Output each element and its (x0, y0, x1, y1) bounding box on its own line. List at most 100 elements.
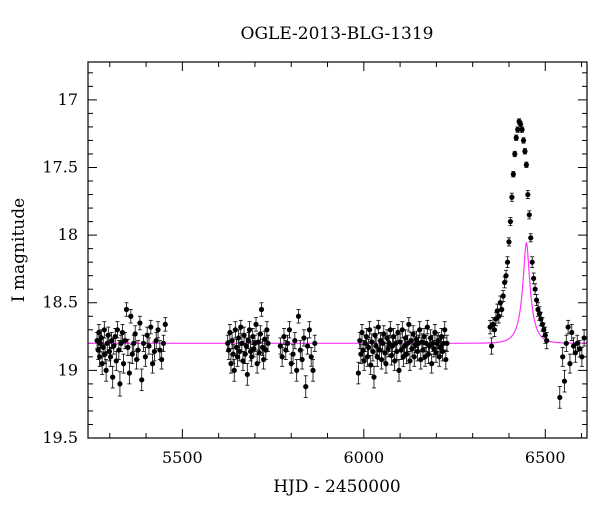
data-point (290, 344, 296, 365)
point-marker (384, 335, 390, 341)
point-marker (437, 344, 443, 350)
plot-frame (87, 61, 588, 439)
point-marker (99, 361, 105, 367)
point-marker (515, 127, 521, 133)
y-tick-label: 19.5 (42, 428, 78, 447)
point-marker (512, 151, 518, 157)
point-marker (149, 361, 156, 367)
data-point (99, 352, 105, 375)
point-marker (387, 327, 393, 333)
point-marker (355, 370, 361, 376)
data-point (411, 346, 417, 367)
data-point (529, 256, 535, 268)
point-marker (529, 259, 535, 265)
data-point (137, 315, 143, 331)
x-tick-labels: 5500 6000 6500 (162, 448, 566, 467)
data-point (257, 325, 263, 343)
data-point (299, 349, 305, 370)
point-marker (140, 340, 147, 346)
data-point (396, 359, 402, 382)
data-point (367, 321, 373, 339)
data-point (126, 361, 132, 385)
data-point (120, 353, 127, 374)
data-point (429, 353, 435, 374)
point-marker (443, 356, 449, 363)
point-marker (304, 343, 311, 349)
data-point (306, 321, 312, 339)
data-point (509, 192, 515, 202)
data-point (149, 353, 156, 374)
point-marker (531, 275, 537, 282)
point-marker (122, 338, 128, 344)
x-tick-label: 5500 (162, 448, 203, 467)
point-marker (504, 259, 511, 265)
data-point (579, 346, 585, 367)
data-point (105, 326, 111, 344)
point-marker (237, 348, 243, 355)
data-point (231, 359, 237, 382)
data-point (295, 309, 302, 324)
point-marker (363, 333, 369, 340)
data-point (294, 359, 300, 382)
y-tick-labels: 17 17.5 18 18.5 19 19.5 (42, 90, 78, 447)
data-point (228, 353, 234, 374)
point-marker (231, 367, 237, 373)
axis-ticks (88, 62, 587, 439)
point-marker (159, 356, 165, 363)
point-marker (565, 324, 571, 330)
data-point (312, 334, 318, 352)
point-marker (301, 335, 307, 341)
point-marker (522, 148, 528, 154)
point-marker (238, 324, 244, 330)
point-marker (144, 332, 150, 338)
point-marker (427, 335, 434, 341)
point-marker (432, 329, 438, 336)
x-tick-label: 6000 (343, 448, 384, 467)
point-marker (519, 127, 525, 133)
point-marker (125, 344, 131, 350)
point-marker (310, 367, 316, 373)
data-point (244, 363, 250, 386)
data-point (108, 332, 115, 350)
data-point (528, 233, 534, 243)
point-marker (526, 212, 532, 218)
point-marker (385, 346, 391, 352)
data-point (406, 317, 412, 332)
point-marker (496, 313, 502, 319)
data-point (135, 340, 141, 360)
point-marker (123, 306, 130, 313)
data-point (148, 319, 154, 335)
point-marker (431, 346, 437, 352)
point-marker (444, 340, 450, 346)
data-point (292, 332, 298, 350)
point-marker (106, 348, 113, 355)
point-marker (100, 344, 106, 350)
y-tick-label: 18.5 (42, 293, 78, 312)
data-point (139, 368, 145, 392)
point-marker (137, 320, 143, 326)
point-marker (155, 327, 161, 333)
point-marker (398, 347, 404, 353)
data-point (519, 126, 525, 133)
point-marker (396, 367, 402, 373)
point-marker (251, 346, 257, 352)
point-marker (411, 354, 417, 360)
point-marker (303, 384, 309, 390)
point-marker (119, 329, 126, 336)
point-marker (570, 343, 577, 349)
data-point (229, 332, 235, 350)
data-point (407, 351, 413, 371)
data-point (240, 351, 246, 371)
data-point (146, 337, 152, 355)
data-point (544, 332, 550, 350)
data-point (442, 321, 448, 339)
data-point (532, 283, 538, 296)
data-point (103, 359, 109, 382)
point-marker (135, 347, 141, 353)
point-marker (279, 354, 285, 360)
data-point (241, 326, 247, 344)
point-marker (241, 332, 247, 338)
data-point (281, 328, 287, 346)
point-marker (128, 313, 134, 319)
point-marker (442, 327, 448, 333)
